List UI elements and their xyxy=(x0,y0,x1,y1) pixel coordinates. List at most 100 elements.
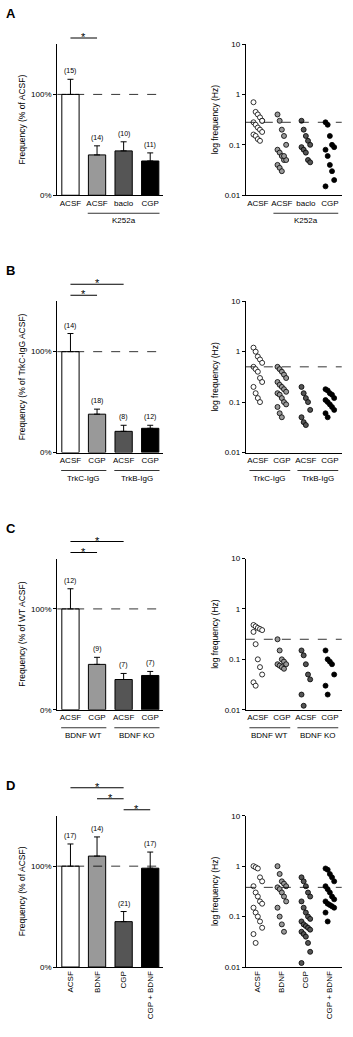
svg-text:CGP: CGP xyxy=(142,199,159,208)
svg-text:ACSF: ACSF xyxy=(113,713,134,722)
svg-text:CGP: CGP xyxy=(142,456,159,465)
svg-text:CGP: CGP xyxy=(301,971,310,988)
svg-text:10: 10 xyxy=(231,812,240,821)
svg-text:100%: 100% xyxy=(31,605,51,614)
svg-text:(18): (18) xyxy=(91,397,103,405)
svg-text:CGP: CGP xyxy=(142,713,159,722)
svg-text:(8): (8) xyxy=(119,413,128,421)
svg-text:*: * xyxy=(108,792,113,804)
svg-text:1: 1 xyxy=(236,605,241,614)
svg-text:CGP: CGP xyxy=(273,713,290,722)
svg-text:100%: 100% xyxy=(31,347,51,356)
svg-text:A: A xyxy=(6,6,16,21)
svg-text:CGP: CGP xyxy=(321,456,338,465)
svg-text:ACSF: ACSF xyxy=(113,456,134,465)
svg-text:(21): (21) xyxy=(118,900,130,908)
svg-text:ACSF: ACSF xyxy=(247,456,268,465)
svg-text:0.1: 0.1 xyxy=(229,398,241,407)
svg-text:0.01: 0.01 xyxy=(225,191,241,200)
svg-text:ACSF: ACSF xyxy=(271,199,292,208)
svg-text:0.01: 0.01 xyxy=(225,963,241,972)
svg-text:ACSF: ACSF xyxy=(247,713,268,722)
svg-text:*: * xyxy=(95,781,100,793)
svg-text:CGP + BDNF: CGP + BDNF xyxy=(146,971,155,1019)
svg-text:(14): (14) xyxy=(64,322,76,330)
svg-text:K252a: K252a xyxy=(294,216,318,225)
svg-text:*: * xyxy=(81,31,86,43)
svg-text:10: 10 xyxy=(231,40,240,49)
svg-text:0.1: 0.1 xyxy=(229,912,241,921)
svg-text:CGP: CGP xyxy=(119,971,128,988)
svg-text:(11): (11) xyxy=(144,141,156,149)
svg-text:(14): (14) xyxy=(91,825,103,833)
svg-text:log frequency (Hz): log frequency (Hz) xyxy=(210,342,220,412)
svg-text:(7): (7) xyxy=(119,661,128,669)
svg-text:ACSF: ACSF xyxy=(295,713,316,722)
svg-text:0%: 0% xyxy=(40,191,52,200)
svg-text:ACSF: ACSF xyxy=(60,713,81,722)
svg-text:D: D xyxy=(6,778,15,793)
svg-text:*: * xyxy=(81,546,86,558)
svg-text:0.01: 0.01 xyxy=(225,706,241,715)
svg-text:(7): (7) xyxy=(146,659,155,667)
svg-text:1: 1 xyxy=(236,347,241,356)
svg-text:ACSF: ACSF xyxy=(253,971,262,992)
svg-text:baclo: baclo xyxy=(296,199,316,208)
svg-text:TrkC-IgG: TrkC-IgG xyxy=(67,474,100,483)
svg-text:TrkB-IgG: TrkB-IgG xyxy=(121,474,153,483)
svg-text:(17): (17) xyxy=(144,840,156,848)
svg-text:100%: 100% xyxy=(31,862,51,871)
svg-text:1: 1 xyxy=(236,862,241,871)
svg-text:100%: 100% xyxy=(31,90,51,99)
svg-text:log frequency (Hz): log frequency (Hz) xyxy=(210,856,220,926)
svg-text:ACSF: ACSF xyxy=(60,199,81,208)
svg-text:CGP: CGP xyxy=(321,199,338,208)
svg-text:BDNF KO: BDNF KO xyxy=(300,731,336,740)
svg-text:ACSF: ACSF xyxy=(60,456,81,465)
svg-text:TrkC-IgG: TrkC-IgG xyxy=(253,474,286,483)
svg-text:(15): (15) xyxy=(64,67,76,75)
svg-text:CGP: CGP xyxy=(88,456,105,465)
svg-text:CGP: CGP xyxy=(321,713,338,722)
svg-text:0%: 0% xyxy=(40,963,52,972)
svg-text:0.1: 0.1 xyxy=(229,141,241,150)
svg-text:B: B xyxy=(6,263,15,278)
svg-text:(17): (17) xyxy=(64,832,76,840)
svg-text:10: 10 xyxy=(231,554,240,563)
svg-text:baclo: baclo xyxy=(114,199,134,208)
svg-text:0%: 0% xyxy=(40,706,52,715)
svg-text:BDNF: BDNF xyxy=(277,971,286,993)
svg-text:0.01: 0.01 xyxy=(225,448,241,457)
svg-text:(12): (12) xyxy=(144,413,156,421)
svg-text:log frequency (Hz): log frequency (Hz) xyxy=(210,599,220,669)
svg-text:CGP + BDNF: CGP + BDNF xyxy=(325,971,334,1019)
svg-text:ACSF: ACSF xyxy=(86,199,107,208)
svg-text:(9): (9) xyxy=(93,645,102,653)
svg-text:ACSF: ACSF xyxy=(247,199,268,208)
svg-text:Frequency (% of ACSF): Frequency (% of ACSF) xyxy=(17,75,27,165)
svg-text:(12): (12) xyxy=(64,577,76,585)
svg-text:log frequency (Hz): log frequency (Hz) xyxy=(210,85,220,155)
svg-text:0%: 0% xyxy=(40,448,52,457)
svg-text:ACSF: ACSF xyxy=(66,971,75,992)
svg-text:BDNF WT: BDNF WT xyxy=(251,731,288,740)
svg-text:*: * xyxy=(134,803,139,815)
svg-text:(10): (10) xyxy=(118,130,130,138)
svg-text:*: * xyxy=(95,277,100,289)
svg-text:0.1: 0.1 xyxy=(229,655,241,664)
svg-text:*: * xyxy=(81,288,86,300)
svg-text:K252a: K252a xyxy=(112,216,136,225)
svg-text:TrkB-IgG: TrkB-IgG xyxy=(302,474,334,483)
svg-text:*: * xyxy=(95,535,100,547)
svg-text:Frequency (% of TrkC-IgG ACSF): Frequency (% of TrkC-IgG ACSF) xyxy=(17,313,27,440)
svg-text:C: C xyxy=(6,521,16,536)
svg-text:Frequency (% of WT ACSF): Frequency (% of WT ACSF) xyxy=(17,581,27,686)
svg-text:(14): (14) xyxy=(91,134,103,142)
svg-text:CGP: CGP xyxy=(273,456,290,465)
svg-text:CGP: CGP xyxy=(88,713,105,722)
svg-text:BDNF: BDNF xyxy=(93,971,102,993)
svg-text:BDNF KO: BDNF KO xyxy=(119,731,155,740)
svg-text:ACSF: ACSF xyxy=(295,456,316,465)
svg-text:1: 1 xyxy=(236,90,241,99)
svg-text:Frequency (% of ACSF): Frequency (% of ACSF) xyxy=(17,846,27,936)
